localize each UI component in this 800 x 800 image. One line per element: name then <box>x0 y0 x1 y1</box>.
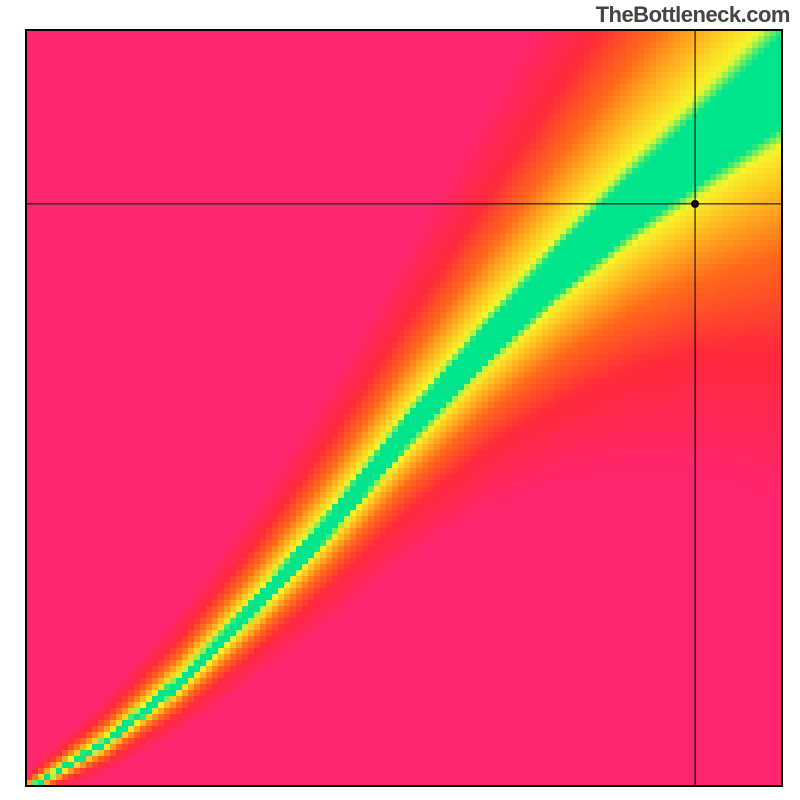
attribution-label: TheBottleneck.com <box>596 2 790 28</box>
chart-container: { "attribution": { "text": "TheBottlenec… <box>0 0 800 800</box>
bottleneck-heatmap <box>26 30 782 786</box>
